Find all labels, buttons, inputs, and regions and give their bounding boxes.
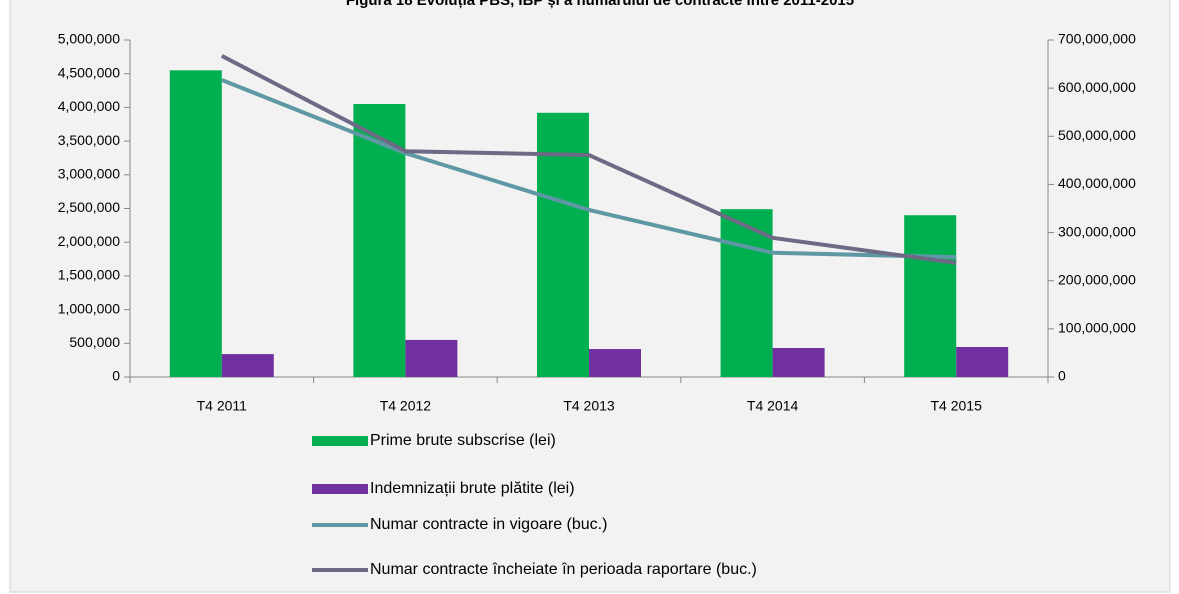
bar xyxy=(720,209,773,377)
y2-tick-label: 100,000,000 xyxy=(1058,320,1136,336)
bar xyxy=(589,349,641,377)
bar xyxy=(904,215,957,377)
y2-tick-label: 700,000,000 xyxy=(1058,31,1136,47)
y-tick-label: 0 xyxy=(112,368,120,384)
bar xyxy=(169,70,222,377)
y2-tick-label: 600,000,000 xyxy=(1058,79,1136,95)
x-tick-label: T4 2012 xyxy=(380,398,432,414)
y2-tick-label: 300,000,000 xyxy=(1058,223,1136,239)
legend-label: Numar contracte in vigoare (buc.) xyxy=(370,516,607,533)
bar xyxy=(405,339,458,377)
y-tick-label: 1,500,000 xyxy=(58,267,120,283)
x-tick-label: T4 2013 xyxy=(563,398,615,414)
y-tick-label: 4,500,000 xyxy=(58,64,120,80)
x-tick-label: T4 2011 xyxy=(197,398,248,414)
bar xyxy=(221,354,274,377)
bar xyxy=(956,347,1009,377)
y2-tick-label: 0 xyxy=(1058,368,1066,384)
y-tick-label: 500,000 xyxy=(69,334,120,350)
y-tick-label: 5,000,000 xyxy=(58,31,120,47)
y2-tick-label: 200,000,000 xyxy=(1058,271,1136,287)
bar xyxy=(772,348,825,377)
chart-title: Figura 18 Evoluția PBS, IBP și a numărul… xyxy=(346,0,854,9)
legend-label: Numar contracte încheiate în perioada ra… xyxy=(370,561,757,578)
y-tick-label: 3,000,000 xyxy=(58,166,120,182)
y2-tick-label: 500,000,000 xyxy=(1058,127,1136,143)
y-tick-label: 4,000,000 xyxy=(58,98,120,114)
legend-swatch xyxy=(312,436,368,446)
y-tick-label: 3,500,000 xyxy=(58,132,120,148)
legend-swatch xyxy=(312,484,368,494)
y-tick-label: 2,000,000 xyxy=(58,233,120,249)
legend-label: Indemnizații brute plătite (lei) xyxy=(370,480,575,497)
legend-label: Prime brute subscrise (lei) xyxy=(370,432,556,449)
x-tick-label: T4 2014 xyxy=(747,398,799,414)
y-tick-label: 1,000,000 xyxy=(58,300,120,316)
line xyxy=(221,78,957,260)
y2-tick-label: 400,000,000 xyxy=(1058,175,1136,191)
line xyxy=(220,54,957,265)
x-tick-label: T4 2015 xyxy=(931,398,983,414)
y-tick-label: 2,500,000 xyxy=(58,199,120,215)
